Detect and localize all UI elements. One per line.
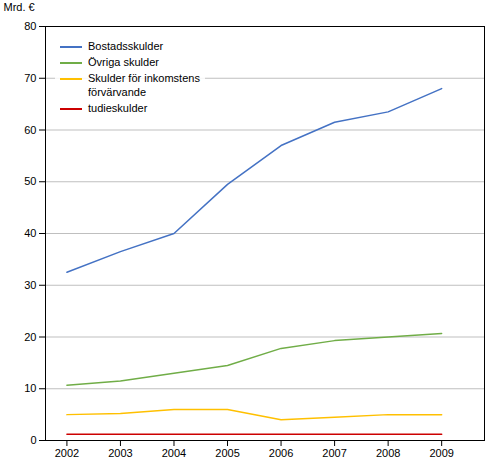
html-text:Bostadsskulder: Bostadsskulder xyxy=(88,40,164,52)
svg-text:2006: 2006 xyxy=(269,447,293,459)
svg-text:0: 0 xyxy=(30,434,36,446)
svg-text:30: 30 xyxy=(24,279,36,291)
svg-text:10: 10 xyxy=(24,382,36,394)
svg-text:2008: 2008 xyxy=(376,447,400,459)
svg-text:60: 60 xyxy=(24,124,36,136)
svg-text:2007: 2007 xyxy=(322,447,346,459)
svg-text:2002: 2002 xyxy=(55,447,79,459)
html-text:Övriga skulder: Övriga skulder xyxy=(88,56,159,69)
html-text:tudieskulder: tudieskulder xyxy=(88,101,148,114)
html-text:Skulder för inkomstens förvärv: Skulder för inkomstens förvärvande xyxy=(88,72,200,98)
svg-text:20: 20 xyxy=(24,331,36,343)
svg-text:2005: 2005 xyxy=(215,447,239,459)
svg-text:2004: 2004 xyxy=(162,447,186,459)
svg-text:40: 40 xyxy=(24,227,36,239)
svg-text:2003: 2003 xyxy=(108,447,132,459)
svg-text:50: 50 xyxy=(24,175,36,187)
svg-text:2009: 2009 xyxy=(429,447,453,459)
svg-text:70: 70 xyxy=(24,72,36,84)
svg-text:Mrd. €: Mrd. € xyxy=(4,1,35,13)
svg-text:80: 80 xyxy=(24,20,36,32)
